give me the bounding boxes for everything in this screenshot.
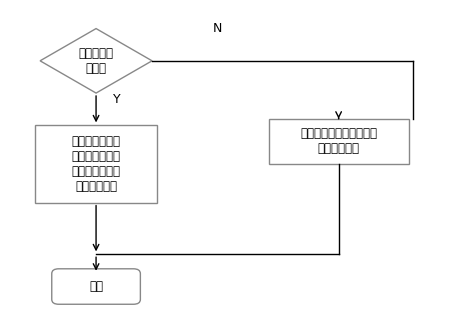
Text: 采用最大功率跟
踪控制策略对双
馈风力发电机组
进行有功控制: 采用最大功率跟 踪控制策略对双 馈风力发电机组 进行有功控制 [72, 135, 120, 193]
Text: 结束: 结束 [89, 280, 103, 293]
FancyBboxPatch shape [269, 119, 409, 164]
Text: 调节所述双馈风力发电机
组的输出功率: 调节所述双馈风力发电机 组的输出功率 [300, 128, 377, 155]
FancyBboxPatch shape [52, 269, 140, 304]
Text: 电网是否稳
定运行: 电网是否稳 定运行 [78, 47, 114, 75]
FancyBboxPatch shape [35, 125, 157, 203]
Text: N: N [213, 22, 222, 35]
Text: Y: Y [113, 93, 121, 106]
Polygon shape [40, 29, 152, 93]
